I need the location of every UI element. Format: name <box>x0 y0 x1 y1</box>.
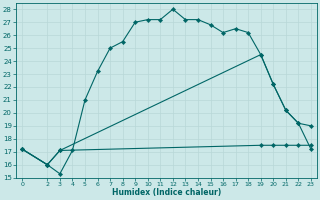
X-axis label: Humidex (Indice chaleur): Humidex (Indice chaleur) <box>112 188 221 197</box>
